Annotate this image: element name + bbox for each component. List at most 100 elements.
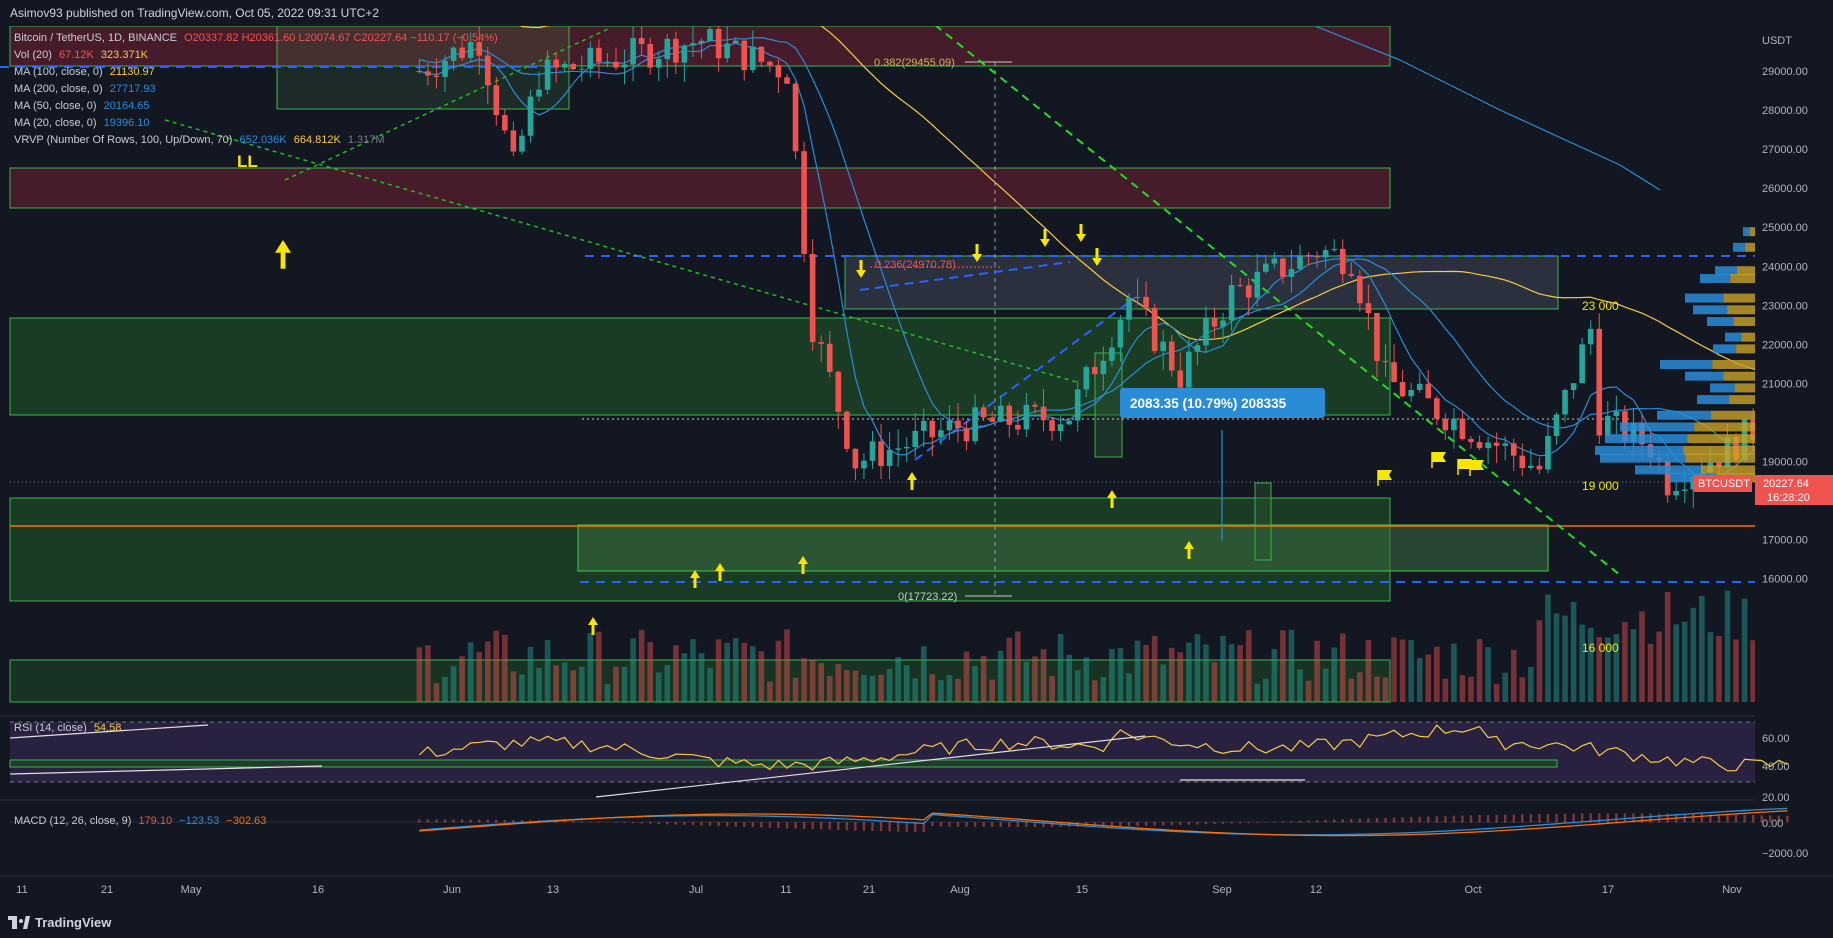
candle-body — [1365, 303, 1372, 313]
macd-hist-bar — [1110, 822, 1114, 827]
volume-bar — [579, 666, 585, 702]
volume-bar — [921, 646, 927, 702]
macd-hist-bar — [1427, 816, 1430, 823]
volume-bar — [903, 665, 910, 702]
volume-bar — [912, 678, 919, 702]
last-price-countdown: 16:28:20 — [1767, 492, 1810, 504]
macd-hist-bar — [1495, 814, 1498, 823]
profile-bar-up — [1605, 434, 1688, 444]
rsi-tick-20: 20.00 — [1762, 792, 1790, 804]
candle-body — [1382, 360, 1389, 363]
macd-hist-bar — [1144, 822, 1148, 826]
legend-ma100-value: 21130.97 — [109, 66, 155, 78]
legend-vol[interactable]: Vol (20) 67.12K 323.371K — [14, 47, 498, 64]
macd-hist-bar — [1333, 819, 1336, 823]
axis-unit: USDT — [1762, 35, 1792, 47]
arrow-down-icon — [1040, 229, 1050, 247]
volume-bar — [1083, 657, 1090, 702]
candle-body — [1442, 418, 1449, 431]
legend-vrvp[interactable]: VRVP (Number Of Rows, 100, Up/Down, 70) … — [14, 132, 498, 149]
profile-bar-down — [1741, 332, 1755, 342]
legend-ma20[interactable]: MA (20, close, 0) 19396.10 — [14, 115, 498, 132]
volume-bar — [1741, 598, 1748, 702]
volume-bar — [1297, 669, 1303, 702]
macd-hist-bar — [1546, 813, 1550, 823]
candle-body — [1263, 263, 1269, 272]
candle-body — [1434, 398, 1440, 419]
profile-bar-down — [1733, 317, 1755, 327]
macd-hist-bar — [614, 822, 618, 823]
volume-bar — [955, 678, 961, 702]
candle-body — [1134, 296, 1141, 298]
candle-body — [1502, 443, 1508, 446]
macd-hist-bar — [1692, 813, 1695, 823]
macd-hist-bar — [1298, 820, 1302, 823]
time-tick: 15 — [1076, 884, 1088, 896]
macd-hist-bar — [1392, 817, 1396, 823]
candle-body — [1331, 248, 1337, 251]
legend-ma100[interactable]: MA (100, close, 0) 21130.97 — [14, 64, 498, 81]
price-axis[interactable]: 29000.00 28000.00 27000.00 26000.00 25000.00… — [1762, 66, 1808, 586]
macd-hist-bar — [1315, 820, 1319, 823]
candle-body — [621, 64, 628, 68]
macd-hist-bar — [1179, 822, 1182, 825]
candle-body — [1288, 268, 1295, 277]
macd-hist-bar — [666, 822, 669, 825]
legend-ma50[interactable]: MA (50, close, 0) 20164.65 — [14, 98, 498, 115]
volume-bar — [1109, 648, 1115, 702]
candle-body — [502, 115, 508, 131]
rsi-legend[interactable]: RSI (14, close) 54.58 — [14, 722, 121, 734]
macd-hist-bar — [1521, 814, 1524, 823]
legend-vrvp-value3: 1.317M — [347, 134, 385, 146]
candle-body — [1211, 318, 1218, 327]
macd-hist-bar — [1572, 813, 1575, 823]
volume-bar — [1416, 658, 1423, 702]
volume-bar — [1553, 613, 1560, 702]
candle-body — [980, 407, 987, 418]
volume-bar — [1117, 647, 1124, 702]
candle-body — [869, 441, 876, 461]
macd-hist-bar — [563, 820, 566, 823]
macd-hist-bar — [1033, 822, 1037, 828]
candle-body — [997, 405, 1004, 422]
candle-body — [1032, 404, 1038, 407]
legend-vrvp-name: VRVP (Number Of Rows, 100, Up/Down, 70) — [14, 134, 233, 146]
candle-body — [1168, 341, 1175, 371]
legend-ma200[interactable]: MA (200, close, 0) 27717.93 — [14, 81, 498, 98]
macd-hist-bar — [1786, 815, 1789, 823]
tradingview-logo[interactable]: TradingView — [8, 915, 111, 930]
candle-body — [921, 420, 927, 431]
volume-bar — [484, 641, 491, 702]
profile-bar-up — [1725, 332, 1742, 342]
macd-hist-bar — [862, 822, 866, 831]
candle-body — [784, 77, 790, 84]
macd-hist-bar — [1700, 814, 1704, 823]
time-axis[interactable]: 11 21 May 16 Jun 13 Jul 11 21 Aug 15 Sep 12 Oct 17 Nov — [16, 884, 1742, 896]
volume-bar — [1442, 678, 1449, 702]
volume-bar — [724, 642, 730, 702]
candle-body — [1562, 389, 1568, 415]
volume-bar — [1100, 677, 1107, 702]
volume-bar — [1092, 680, 1098, 702]
macd-hist-bar — [1461, 815, 1464, 823]
profile-bar-down — [1737, 266, 1755, 276]
legend-vol-name: Vol (20) — [14, 49, 52, 61]
macd-hist-bar — [478, 819, 481, 823]
candle-body — [1399, 382, 1406, 397]
macd-hist-bar — [554, 820, 558, 823]
profile-bar-down — [1687, 434, 1755, 444]
legend-symbol[interactable]: Bitcoin / TetherUS, 1D, BINANCE O20337.8… — [14, 30, 498, 47]
profile-bar-down — [1727, 305, 1755, 315]
price-tick: 22000.00 — [1762, 339, 1808, 351]
price-tick: 29000.00 — [1762, 66, 1808, 78]
macd-legend[interactable]: MACD (12, 26, close, 9) 179.10 −123.53 −… — [14, 815, 266, 827]
volume-bar — [450, 666, 457, 702]
macd-hist-bar — [1606, 813, 1609, 823]
volume-bar — [1519, 677, 1526, 702]
candle-body — [1271, 258, 1278, 264]
macd-hist-bar — [794, 822, 797, 829]
candle-body — [1408, 389, 1414, 397]
candle-body — [741, 40, 748, 71]
volume-bar — [741, 642, 748, 702]
